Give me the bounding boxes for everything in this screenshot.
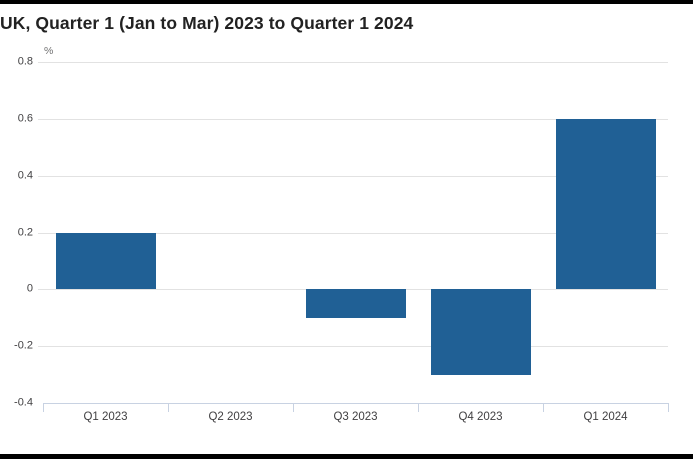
y-axis-tick-label: 0.8 [17, 55, 33, 68]
x-axis-tick [168, 403, 169, 412]
y-axis-unit-label: % [44, 45, 54, 57]
top-divider [0, 0, 693, 4]
y-axis-tick-label: 0.2 [17, 226, 33, 238]
x-axis-category-label: Q1 2024 [583, 411, 628, 423]
x-axis-tick [43, 403, 44, 412]
gridline [38, 232, 668, 234]
x-axis-line [43, 403, 668, 404]
y-axis-tick-label: -0.4 [14, 396, 33, 409]
x-axis-tick [293, 403, 294, 412]
gridline [38, 175, 668, 177]
bar-q4-2023[interactable] [430, 289, 531, 375]
x-axis-category-label: Q4 2023 [458, 411, 503, 423]
plot-area: 0.8 0.6 0.4 0.2 0 -0.2 -0.4 Q1 2023 Q2 2023 Q3 20… [14, 56, 669, 423]
bar-q1-2023[interactable] [55, 232, 156, 290]
chart-title: UK, Quarter 1 (Jan to Mar) 2023 to Quart… [0, 13, 414, 33]
gridline [38, 62, 668, 63]
bottom-divider [0, 454, 693, 459]
x-axis-tick [418, 403, 419, 412]
x-axis-category-label: Q3 2023 [333, 411, 378, 423]
bar-q3-2023[interactable] [305, 289, 406, 318]
gridline [38, 346, 668, 348]
x-axis-category-label: Q1 2023 [83, 411, 128, 423]
x-axis-category-label: Q2 2023 [208, 411, 253, 423]
bar-q1-2024[interactable] [555, 118, 656, 290]
y-axis-tick-label: 0.4 [17, 169, 33, 182]
y-axis-tick-label: 0 [26, 282, 33, 295]
y-axis-tick-label: 0.6 [17, 112, 33, 125]
x-axis-tick [668, 403, 669, 412]
gridline [38, 118, 668, 120]
x-axis-tick [543, 403, 544, 412]
y-axis-tick-label: -0.2 [14, 339, 33, 352]
